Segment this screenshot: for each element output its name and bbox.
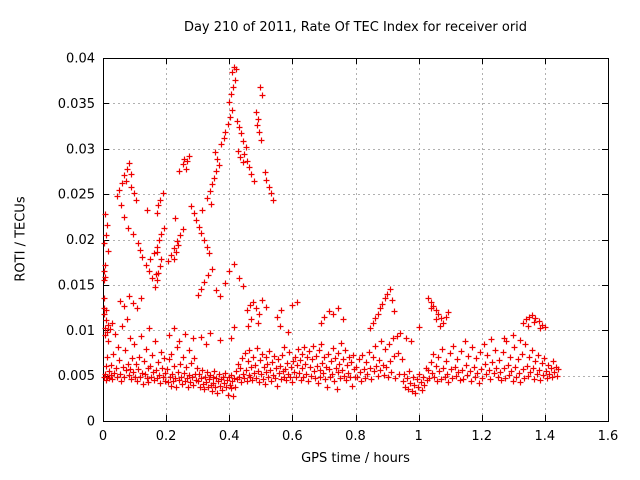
x-tick-label: 0.2 [156, 429, 177, 444]
y-tick-label: 0.035 [58, 97, 95, 112]
chart-title: Day 210 of 2011, Rate Of TEC Index for r… [183, 20, 528, 35]
x-tick-label: 1.4 [535, 429, 556, 444]
x-tick-label: 1 [414, 429, 422, 444]
x-tick-label: 0.6 [282, 429, 303, 444]
y-tick-label: 0.01 [66, 324, 95, 339]
y-tick-label: 0.03 [66, 142, 95, 157]
plot-border [103, 58, 609, 422]
x-axis-title: GPS time / hours [301, 451, 410, 466]
y-tick-label: 0.015 [58, 278, 95, 293]
scatter-points [101, 64, 562, 400]
y-tick-label: 0 [87, 415, 95, 430]
y-tick-label: 0.04 [66, 52, 95, 67]
x-tick-label: 0 [99, 429, 107, 444]
x-tick-label: 1.6 [598, 429, 619, 444]
x-tick-label: 0.4 [219, 429, 240, 444]
y-tick-label: 0.005 [58, 369, 95, 384]
gridlines [103, 58, 608, 421]
y-tick-label: 0.02 [66, 233, 95, 248]
x-tick-label: 1.2 [471, 429, 492, 444]
x-tick-label: 0.8 [345, 429, 366, 444]
y-tick-label: 0.025 [58, 188, 95, 203]
